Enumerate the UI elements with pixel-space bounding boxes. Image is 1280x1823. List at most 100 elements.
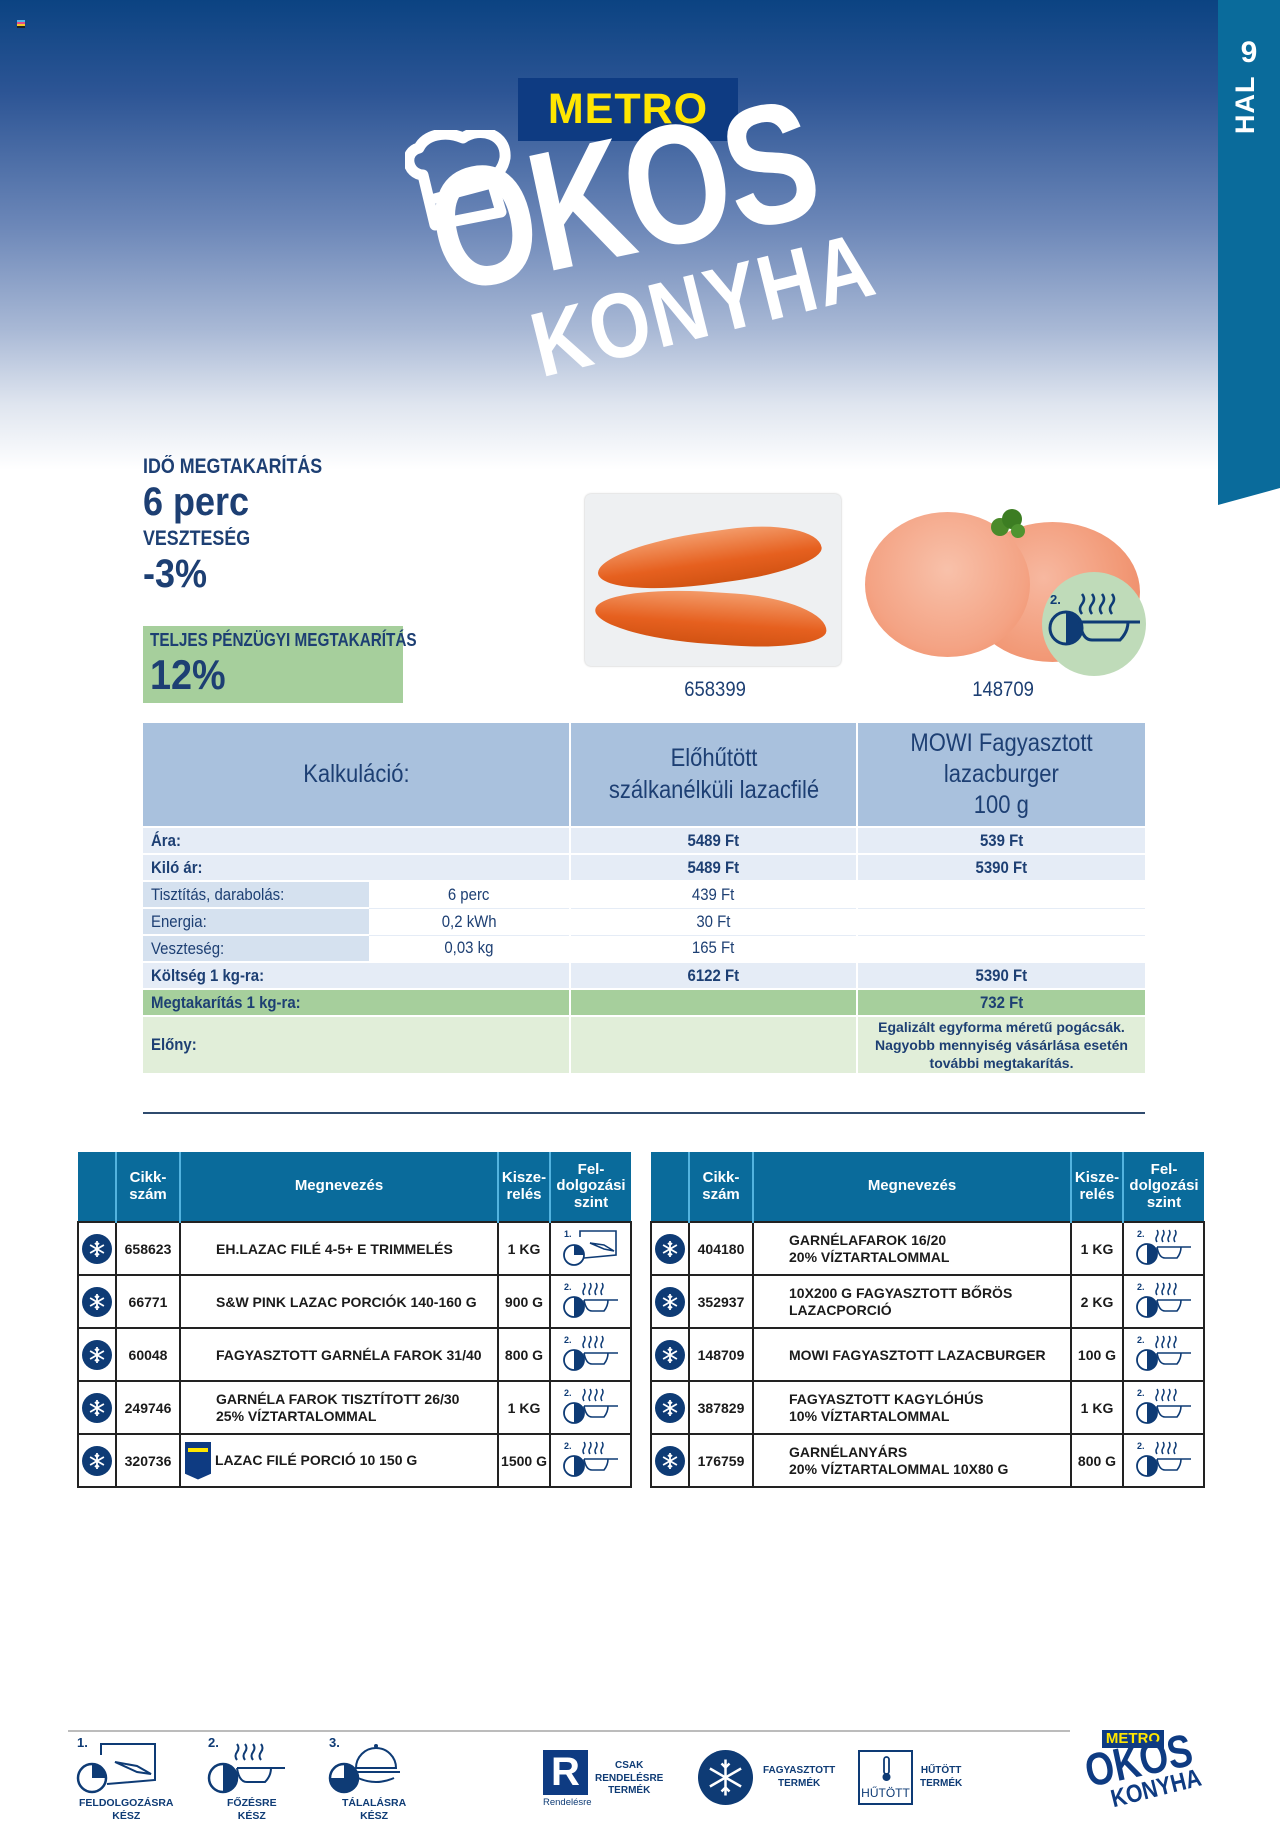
- product-name: EH.LAZAC FILÉ 4-5+ E TRIMMELÉS: [179, 1221, 499, 1276]
- svg-text:2.: 2.: [564, 1282, 572, 1292]
- svg-text:2.: 2.: [1137, 1335, 1145, 1345]
- article-number: 387829: [688, 1380, 754, 1435]
- article-number: 249746: [115, 1380, 181, 1435]
- product-row: 658623 EH.LAZAC FILÉ 4-5+ E TRIMMELÉS 1 KG…: [77, 1221, 632, 1276]
- calc-row-savings-per-kg: Megtakarítás 1 kg-ra: 732 Ft: [143, 989, 1145, 1017]
- pack-size: 1 KG: [497, 1380, 551, 1435]
- product-row: 387829 FAGYASZTOTT KAGYLÓHÚS 10% VÍZTARTAL…: [650, 1380, 1205, 1435]
- cooking-level-badge: 2.: [1042, 572, 1146, 676]
- product-name: FAGYASZTOTT GARNÉLA FAROK 31/40: [179, 1327, 499, 1382]
- snowflake-icon: [82, 1445, 112, 1476]
- loss-label: VESZTESÉG: [143, 527, 251, 550]
- level-2-icon: 2.: [1135, 1282, 1191, 1318]
- calc-header-burger: MOWI Fagyasztott lazacburger 100 g: [857, 723, 1145, 828]
- total-savings-label: TELJES PÉNZÜGYI MEGTAKARÍTÁS: [150, 630, 417, 650]
- metro-logo: METRO: [518, 78, 738, 141]
- calc-row-cleaning: Tisztítás, darabolás: 6 perc 439 Ft: [143, 881, 1145, 909]
- article-number: 658623: [115, 1221, 181, 1276]
- footer-metro-logo: METRO: [1102, 1730, 1164, 1748]
- pan-level2-icon: 2.: [1048, 592, 1140, 646]
- level-2-icon: 2.: [562, 1441, 618, 1477]
- level-2-icon: 2.: [1135, 1388, 1191, 1424]
- article-number: 352937: [688, 1274, 754, 1329]
- pack-size: 100 G: [1070, 1327, 1124, 1382]
- level-2-icon: 2.: [1135, 1335, 1191, 1371]
- footer-divider: [68, 1730, 1070, 1732]
- processing-level: 1.: [549, 1221, 632, 1276]
- pack-size: 900 G: [497, 1274, 551, 1329]
- chilled-icon: HŰTÖTT: [858, 1750, 913, 1805]
- frozen-caption: FAGYASZTOTT TERMÉK: [763, 1765, 836, 1789]
- product-name: GARNÉLAFAROK 16/20 20% VÍZTARTALOMMAL: [752, 1221, 1072, 1276]
- frozen-icon: [698, 1750, 753, 1805]
- product-row: 352937 10X200 G FAGYASZTOTT BŐRÖS LAZACPO…: [650, 1274, 1205, 1329]
- snowflake-icon: [82, 1392, 112, 1423]
- snowflake-icon: [655, 1339, 685, 1370]
- calc-row-cost-per-kg: Költség 1 kg-ra: 6122 Ft 5390 Ft: [143, 962, 1145, 990]
- level-2-icon: 2.: [1135, 1229, 1191, 1265]
- parsley-icon: [991, 509, 1025, 538]
- calc-row-advantage: Előny: Egalizált egyforma méretű pogácsá…: [143, 1016, 1145, 1075]
- svg-text:2.: 2.: [564, 1388, 572, 1398]
- product-row: 148709 MOWI FAGYASZTOTT LAZACBURGER 100 G 2…: [650, 1327, 1205, 1382]
- svg-text:2.: 2.: [564, 1441, 572, 1451]
- level-1-icon: 1.: [562, 1229, 617, 1266]
- order-only-icon: R: [543, 1750, 588, 1795]
- calc-header-row: Kalkuláció: Előhűtött szálkanélküli laza…: [143, 723, 1145, 828]
- color-mark-icon: [17, 20, 25, 28]
- section-divider: [143, 1112, 1145, 1114]
- legend-level-3-caption: TÁLALÁSRA KÉSZ: [342, 1797, 407, 1822]
- calc-row-kilo-price: Kiló ár: 5489 Ft 5390 Ft: [143, 854, 1145, 882]
- processing-level: 2.: [549, 1327, 632, 1382]
- snowflake-icon: [655, 1445, 685, 1476]
- cutting-board-icon: [76, 1743, 156, 1794]
- processing-level: 2.: [549, 1380, 632, 1435]
- icon-column-header: [78, 1152, 117, 1222]
- calc-row-loss: Veszteség: 0,03 kg 165 Ft: [143, 935, 1145, 963]
- product-row: 176759 GARNÉLANYÁRS 20% VÍZTARTALOMMAL 10X…: [650, 1433, 1205, 1488]
- metro-chef-badge: [185, 1441, 211, 1480]
- snowflake-icon: [82, 1286, 112, 1317]
- article-column-header: Cikk-szám: [689, 1152, 754, 1222]
- product-name: GARNÉLANYÁRS 20% VÍZTARTALOMMAL 10X80 G: [752, 1433, 1072, 1488]
- thermometer-icon: [882, 1756, 891, 1781]
- salmon-fillet-image: [585, 494, 841, 666]
- calculation-table: Kalkuláció: Előhűtött szálkanélküli laza…: [143, 723, 1145, 1075]
- product-name: S&W PINK LAZAC PORCIÓK 140-160 G: [179, 1274, 499, 1329]
- product-table-right: Cikk-szám Megnevezés Kisze-relés Fel-dol…: [650, 1152, 1205, 1488]
- processing-level: 2.: [549, 1274, 632, 1329]
- article-column-header: Cikk-szám: [116, 1152, 181, 1222]
- snowflake-icon: [82, 1339, 112, 1370]
- product-name: 10X200 G FAGYASZTOTT BŐRÖS LAZACPORCIÓ: [752, 1274, 1072, 1329]
- time-saving-label: IDŐ MEGTAKARÍTÁS: [143, 455, 323, 478]
- chilled-caption: HŰTÖTT TERMÉK: [920, 1765, 963, 1789]
- product-row: 404180 GARNÉLAFAROK 16/20 20% VÍZTARTALOMM…: [650, 1221, 1205, 1276]
- article-number: 148709: [688, 1327, 754, 1382]
- svg-text:1.: 1.: [564, 1229, 572, 1239]
- pack-size: 1 KG: [1070, 1380, 1124, 1435]
- calc-header-fillet: Előhűtött szálkanélküli lazacfilé: [570, 723, 858, 828]
- processing-level: 2.: [549, 1433, 632, 1488]
- chef-hat-icon: [405, 130, 511, 231]
- article-number: 176759: [688, 1433, 754, 1488]
- level-column-header: Fel-dolgozási szint: [1123, 1152, 1204, 1222]
- page-number: 9: [1240, 36, 1258, 69]
- name-column-header: Megnevezés: [753, 1152, 1072, 1222]
- level-2-icon: 2.: [562, 1335, 618, 1371]
- article-number-fillet: 658399: [684, 678, 746, 701]
- icon-column-header: [651, 1152, 690, 1222]
- pack-size: 1 KG: [1070, 1221, 1124, 1276]
- product-name: GARNÉLA FAROK TISZTÍTOTT 26/30 25% VÍZTAR…: [179, 1380, 499, 1435]
- product-table-left: Cikk-szám Megnevezés Kisze-relés Fel-dol…: [77, 1152, 632, 1488]
- cloche-icon: [328, 1744, 400, 1794]
- pack-size: 2 KG: [1070, 1274, 1124, 1329]
- pack-column-header: Kisze-relés: [1071, 1152, 1124, 1222]
- level-2-icon: 2.: [1135, 1441, 1191, 1477]
- svg-text:2.: 2.: [1137, 1441, 1145, 1451]
- product-row: 249746 GARNÉLA FAROK TISZTÍTOTT 26/30 25% …: [77, 1380, 632, 1435]
- pack-size: 800 G: [1070, 1433, 1124, 1488]
- name-column-header: Megnevezés: [180, 1152, 499, 1222]
- snowflake-icon: [655, 1392, 685, 1423]
- total-savings-value: 12%: [150, 651, 226, 698]
- snowflake-icon: [655, 1233, 685, 1264]
